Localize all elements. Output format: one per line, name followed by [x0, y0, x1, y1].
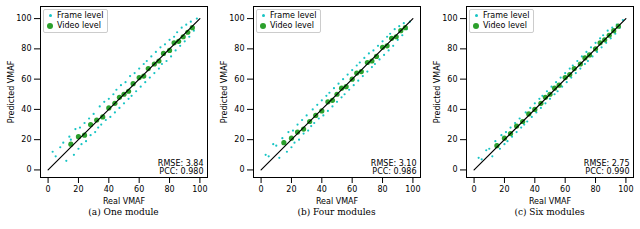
- svg-text:0: 0: [452, 165, 457, 174]
- svg-text:20: 20: [234, 135, 244, 144]
- svg-text:40: 40: [317, 185, 327, 194]
- svg-text:Real VMAF: Real VMAF: [529, 197, 572, 206]
- svg-text:80: 80: [164, 185, 174, 194]
- svg-text:100: 100: [192, 185, 207, 194]
- svg-text:100: 100: [405, 185, 420, 194]
- html-text:Frame level: Frame level: [270, 11, 317, 20]
- svg-text:60: 60: [21, 75, 31, 84]
- svg-text:80: 80: [447, 44, 457, 53]
- svg-text:Predicted VMAF: Predicted VMAF: [433, 60, 442, 123]
- svg-text:20: 20: [447, 135, 457, 144]
- svg-text:20: 20: [73, 185, 83, 194]
- html-text:(a) One module: (a) One module: [88, 207, 159, 217]
- svg-text:60: 60: [234, 75, 244, 84]
- svg-text:80: 80: [21, 44, 31, 53]
- html-text:Video level: Video level: [270, 21, 314, 30]
- svg-text:60: 60: [447, 75, 457, 84]
- svg-text:40: 40: [234, 105, 244, 114]
- svg-text:80: 80: [234, 44, 244, 53]
- html-text:(b) Four modules: (b) Four modules: [297, 207, 376, 217]
- svg-text:20: 20: [21, 135, 31, 144]
- svg-text:0: 0: [472, 185, 477, 194]
- svg-text:Real VMAF: Real VMAF: [103, 197, 146, 206]
- svg-text:Real VMAF: Real VMAF: [316, 197, 359, 206]
- svg-text:RMSE: 2.75PCC: 0.990: RMSE: 2.75PCC: 0.990: [584, 159, 630, 176]
- svg-text:Predicted VMAF: Predicted VMAF: [220, 60, 229, 123]
- svg-text:40: 40: [104, 185, 114, 194]
- svg-text:100: 100: [16, 14, 31, 23]
- svg-text:0: 0: [46, 185, 51, 194]
- html-text:Video level: Video level: [57, 21, 101, 30]
- svg-text:60: 60: [134, 185, 144, 194]
- svg-text:40: 40: [530, 185, 540, 194]
- svg-text:40: 40: [21, 105, 31, 114]
- svg-text:20: 20: [286, 185, 296, 194]
- svg-text:0: 0: [239, 165, 244, 174]
- svg-text:0: 0: [259, 185, 264, 194]
- svg-text:RMSE: 3.10PCC: 0.986: RMSE: 3.10PCC: 0.986: [371, 159, 417, 176]
- svg-text:80: 80: [590, 185, 600, 194]
- html-text:Frame level: Frame level: [483, 11, 530, 20]
- svg-text:100: 100: [618, 185, 633, 194]
- svg-text:Predicted VMAF: Predicted VMAF: [7, 60, 16, 123]
- svg-text:RMSE: 3.84PCC: 0.980: RMSE: 3.84PCC: 0.980: [158, 159, 204, 176]
- svg-text:100: 100: [229, 14, 244, 23]
- svg-text:20: 20: [499, 185, 509, 194]
- svg-text:60: 60: [347, 185, 357, 194]
- html-text:Frame level: Frame level: [57, 11, 104, 20]
- svg-text:0: 0: [26, 165, 31, 174]
- html-text:(c) Six modules: (c) Six modules: [514, 207, 585, 217]
- svg-text:40: 40: [447, 105, 457, 114]
- svg-text:60: 60: [560, 185, 570, 194]
- svg-text:80: 80: [377, 185, 387, 194]
- html-text:Video level: Video level: [483, 21, 527, 30]
- svg-text:100: 100: [442, 14, 457, 23]
